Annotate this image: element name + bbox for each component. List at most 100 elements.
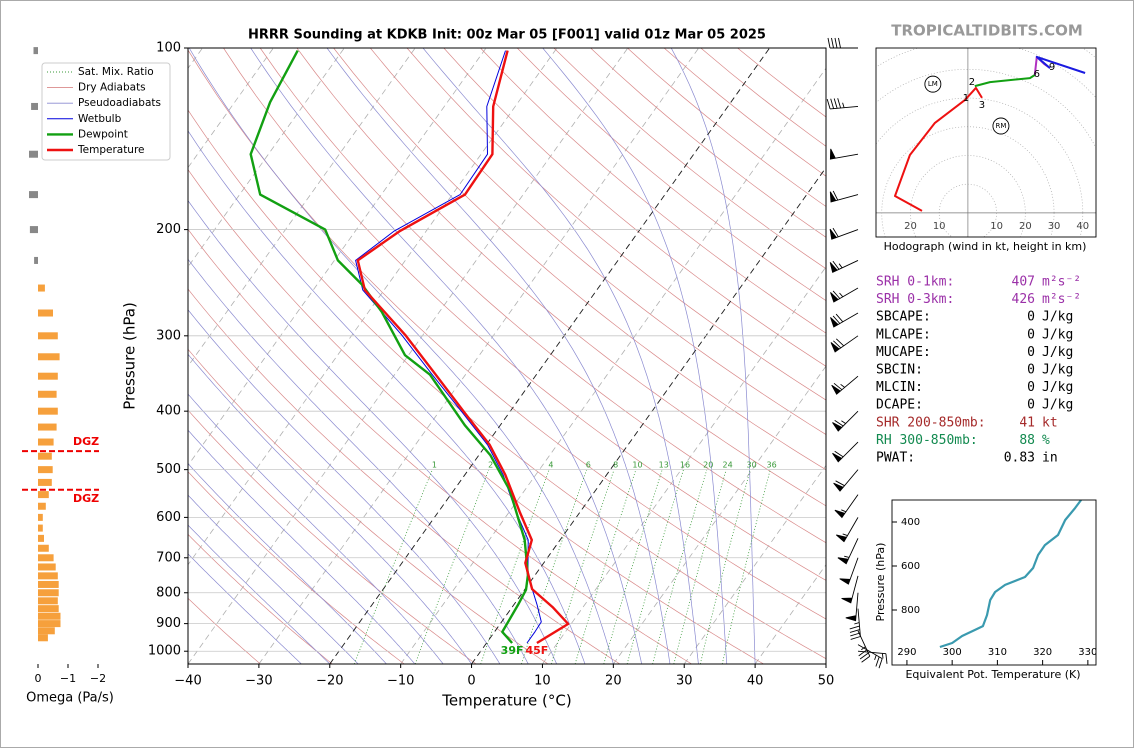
wind-barb	[831, 375, 859, 395]
omega-bar	[38, 524, 43, 532]
omega-bar	[38, 580, 59, 588]
surface-label: 39F	[501, 644, 524, 657]
isotherm	[188, 48, 487, 467]
y-tick-label: 700	[156, 550, 181, 565]
omega-axis-label: Omega (Pa/s)	[26, 691, 114, 706]
thetae-x-tick-label: 320	[1033, 647, 1052, 658]
y-axis-label: Pressure (hPa)	[121, 302, 139, 410]
mixing-ratio-label: 13	[659, 460, 669, 469]
omega-bar	[38, 627, 55, 635]
index-value: 88	[1019, 433, 1035, 448]
omega-bar	[31, 102, 38, 110]
omega-bar	[38, 491, 49, 499]
omega-bar	[29, 226, 38, 234]
index-unit: m²s⁻²	[1042, 275, 1081, 290]
index-label: RH 300-850mb:	[876, 433, 978, 448]
mixing-ratio-label: 24	[723, 460, 733, 469]
index-unit: kt	[1042, 415, 1058, 430]
omega-x-tick-label: −1	[60, 672, 76, 685]
index-value: 0.83	[1004, 451, 1035, 466]
thetae-line	[939, 500, 1082, 649]
hodograph-tick-label: 10	[990, 221, 1003, 232]
pseudoadiabat	[542, 48, 728, 664]
index-unit: J/kg	[1042, 345, 1073, 360]
omega-bar	[38, 353, 60, 361]
wind-barb	[849, 608, 861, 640]
thetae-y-tick-label: 600	[901, 561, 920, 572]
wind-barb	[829, 190, 859, 203]
hodograph-trace	[1035, 55, 1086, 74]
index-value: 407	[1012, 275, 1035, 290]
omega-bar	[38, 407, 58, 415]
omega-bar	[38, 423, 57, 431]
thetae-y-tick-label: 400	[901, 517, 920, 528]
index-label: SBCIN:	[876, 363, 923, 378]
omega-bar	[34, 256, 38, 264]
hodograph-tick-label: 40	[1076, 221, 1089, 232]
wind-barb	[829, 260, 859, 273]
wind-barb	[830, 335, 859, 353]
surface-label: 45F	[525, 644, 548, 657]
mixing-ratio-line	[574, 469, 637, 664]
wind-barb	[845, 592, 859, 622]
wind-barb	[834, 494, 859, 519]
wind-barb	[832, 441, 859, 463]
profile-line	[355, 50, 542, 644]
x-tick-label: 40	[747, 674, 764, 689]
isotherm	[188, 48, 345, 268]
dgz-label: DGZ	[73, 435, 99, 448]
legend: Sat. Mix. Ratio Dry Adiabats Pseudoadiabat…	[41, 62, 171, 161]
pseudoadiabat	[188, 463, 387, 664]
highlight-isotherm	[329, 48, 770, 664]
y-tick-label: 100	[156, 41, 181, 56]
dry-adiabat	[188, 471, 405, 664]
mixing-ratio-line	[480, 469, 550, 664]
height-label: 3	[979, 100, 985, 111]
omega-bar	[38, 620, 61, 628]
chart-title: HRRR Sounding at KDKB Init: 00z Mar 05 […	[248, 28, 766, 43]
index-label: SRH 0-1km:	[876, 275, 954, 290]
hodograph-frame	[875, 47, 1097, 238]
y-tick-label: 500	[156, 462, 181, 477]
storm-motion-marker	[992, 117, 1010, 135]
mixing-ratio-line	[414, 469, 490, 664]
mixing-ratio-label: 36	[766, 460, 776, 469]
index-unit: m²s⁻²	[1042, 292, 1081, 307]
hodograph-bg	[876, 48, 1096, 237]
mixing-ratio-label: 2	[488, 460, 493, 469]
x-tick-label: 0	[467, 674, 475, 689]
mixing-ratio-label: 4	[548, 460, 553, 469]
pseudoadiabat	[188, 309, 501, 664]
omega-bar	[38, 589, 59, 597]
wind-barb	[857, 644, 883, 669]
isotherm	[188, 48, 416, 367]
pseudoadiabat	[670, 48, 756, 664]
mixing-ratio-label: 30	[747, 460, 757, 469]
thetae-x-tick-label: 330	[1078, 647, 1097, 658]
omega-bar	[38, 563, 56, 571]
legend-label: Sat. Mix. Ratio	[78, 66, 154, 78]
x-tick-label: −20	[316, 674, 343, 689]
omega-bar	[38, 390, 57, 398]
wind-barb	[841, 575, 859, 604]
dry-adiabat	[188, 49, 826, 620]
omega-bar	[38, 478, 52, 486]
pseudoadiabat	[422, 48, 699, 664]
skewt-plot: 1 2 4 6 8 10 13 16 20 24 30 36	[188, 48, 826, 664]
omega-bar	[38, 634, 48, 642]
x-tick-label: 20	[605, 674, 622, 689]
wind-barb	[839, 557, 859, 585]
pseudoadiabat	[188, 494, 359, 664]
index-value: 0	[1027, 380, 1035, 395]
index-value: 0	[1027, 310, 1035, 325]
wind-barb	[833, 469, 859, 492]
profile-line	[356, 50, 570, 645]
dry-adiabat	[188, 597, 261, 664]
pseudoadiabat	[188, 48, 614, 664]
omega-bar	[33, 47, 38, 55]
profile-line	[249, 50, 530, 644]
index-unit: J/kg	[1042, 327, 1073, 342]
dry-adiabat	[188, 169, 764, 664]
omega-bar	[38, 332, 58, 340]
